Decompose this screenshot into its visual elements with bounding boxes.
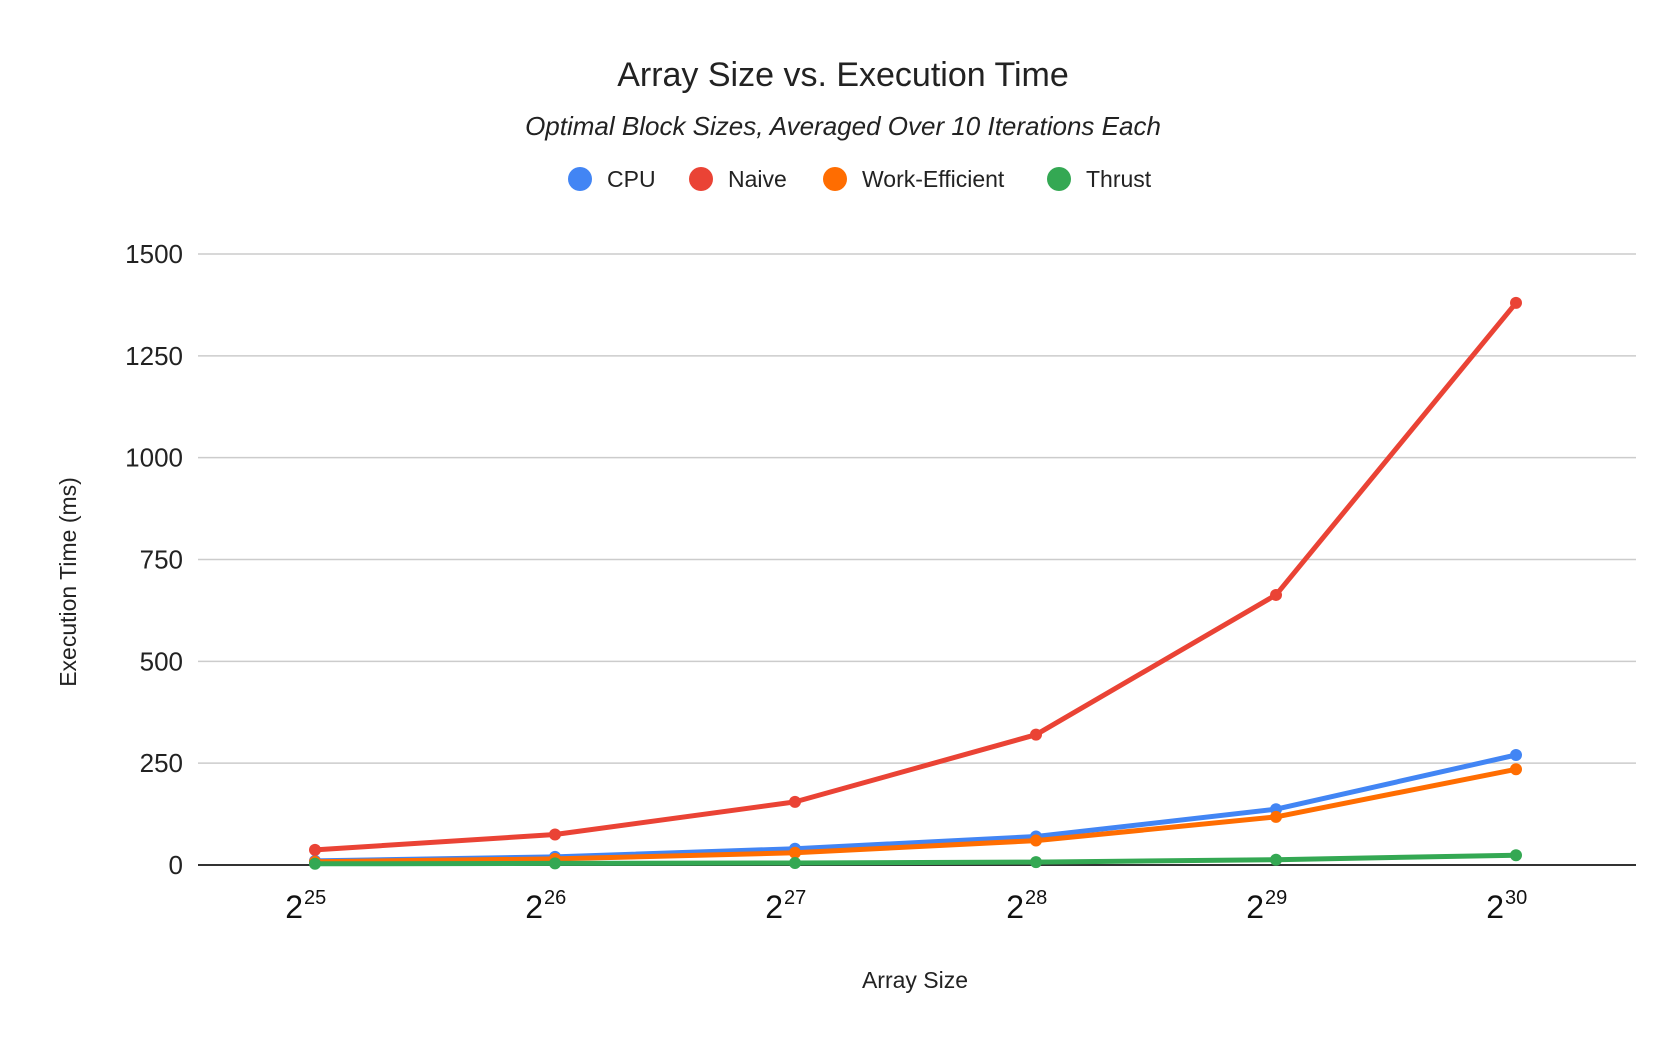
y-tick-label: 750 (140, 545, 183, 575)
y-axis-label: Execution Time (ms) (55, 477, 81, 687)
legend-label: Thrust (1086, 166, 1152, 192)
legend-swatch (689, 167, 713, 191)
y-tick-label: 1250 (125, 341, 183, 371)
data-point (1510, 297, 1522, 309)
data-point (789, 857, 801, 869)
data-point (1270, 589, 1282, 601)
legend-swatch (568, 167, 592, 191)
data-point (309, 858, 321, 870)
x-tick-base: 2 (765, 889, 783, 925)
x-tick-exponent: 30 (1505, 887, 1527, 909)
x-tick-exponent: 26 (544, 887, 566, 909)
y-axis-ticks: 0 250 500 750 1000 1250 1500 (125, 239, 183, 880)
legend-item: CPU (568, 166, 656, 192)
legend-label: Naive (728, 166, 787, 192)
series-line (315, 303, 1516, 850)
y-tick-label: 0 (169, 850, 183, 880)
data-point (549, 857, 561, 869)
series-naive (309, 297, 1522, 856)
y-tick-label: 1500 (125, 239, 183, 269)
y-tick-label: 500 (140, 646, 183, 676)
data-point (549, 828, 561, 840)
x-tick-base: 2 (525, 889, 543, 925)
data-point (1270, 811, 1282, 823)
x-axis-ticks: 2 25 2 26 2 27 2 28 2 29 2 30 (285, 887, 1527, 925)
x-tick-label: 2 30 (1486, 887, 1527, 925)
x-tick-exponent: 29 (1265, 887, 1287, 909)
data-point (1510, 749, 1522, 761)
x-axis-label: Array Size (862, 967, 968, 993)
y-tick-label: 1000 (125, 443, 183, 473)
legend-item: Work-Efficient (823, 166, 1005, 192)
legend: CPU Naive Work-Efficient Thrust (568, 166, 1152, 192)
series-group (309, 297, 1522, 870)
data-point (1510, 849, 1522, 861)
chart-subtitle: Optimal Block Sizes, Averaged Over 10 It… (525, 111, 1161, 141)
x-tick-exponent: 25 (304, 887, 326, 909)
data-point (1030, 856, 1042, 868)
y-tick-label: 250 (140, 748, 183, 778)
x-tick-exponent: 28 (1025, 887, 1047, 909)
x-tick-label: 2 25 (285, 887, 326, 925)
data-point (309, 844, 321, 856)
data-point (789, 796, 801, 808)
x-tick-label: 2 29 (1246, 887, 1287, 925)
legend-swatch (1047, 167, 1071, 191)
data-point (1510, 763, 1522, 775)
chart-title: Array Size vs. Execution Time (617, 56, 1069, 94)
x-tick-base: 2 (1006, 889, 1024, 925)
x-tick-base: 2 (285, 889, 303, 925)
x-tick-base: 2 (1486, 889, 1504, 925)
legend-item: Naive (689, 166, 787, 192)
legend-label: Work-Efficient (862, 166, 1005, 192)
data-point (1030, 835, 1042, 847)
series-work-efficient (309, 763, 1522, 867)
x-tick-label: 2 27 (765, 887, 806, 925)
x-tick-label: 2 26 (525, 887, 566, 925)
legend-item: Thrust (1047, 166, 1152, 192)
gridlines (198, 254, 1636, 865)
data-point (1270, 854, 1282, 866)
legend-label: CPU (607, 166, 656, 192)
series-line (315, 769, 1516, 861)
x-tick-exponent: 27 (784, 887, 806, 909)
data-point (1030, 729, 1042, 741)
legend-swatch (823, 167, 847, 191)
x-tick-base: 2 (1246, 889, 1264, 925)
x-tick-label: 2 28 (1006, 887, 1047, 925)
